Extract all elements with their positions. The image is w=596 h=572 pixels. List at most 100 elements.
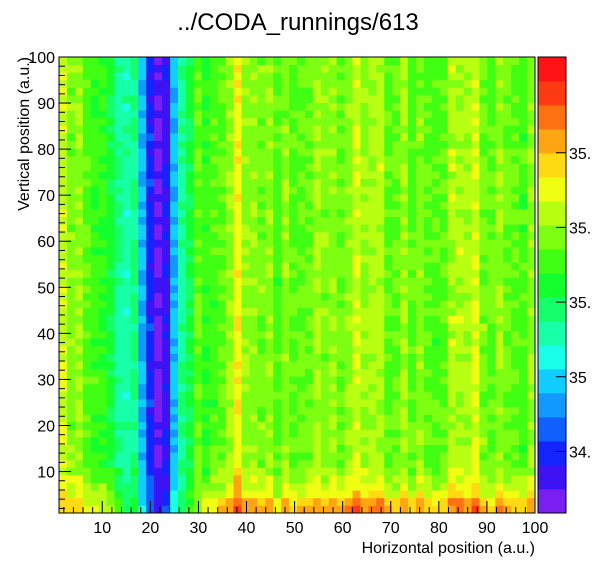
heatmap-cell (146, 72, 155, 81)
heatmap-cell (360, 72, 369, 81)
heatmap-cell (423, 459, 433, 468)
heatmap-cell (384, 353, 393, 362)
heatmap-cell (527, 269, 536, 278)
heatmap-cell (281, 490, 290, 499)
heatmap-cell (344, 437, 353, 445)
heatmap-cell (257, 102, 266, 111)
heatmap-cell (447, 452, 457, 461)
heatmap-cell (217, 399, 226, 407)
heatmap-cell (154, 201, 163, 210)
heatmap-cell (265, 383, 274, 392)
heatmap-cell (138, 247, 147, 255)
heatmap-cell (122, 490, 131, 499)
heatmap-cell (392, 72, 401, 81)
heatmap-cell (487, 117, 496, 126)
heatmap-cell (408, 444, 417, 453)
heatmap-cell (130, 72, 139, 81)
heatmap-cell (90, 216, 100, 225)
heatmap-cell (479, 323, 488, 331)
heatmap-cell (495, 285, 504, 293)
heatmap-cell (162, 406, 171, 415)
heatmap-cell (273, 414, 282, 423)
heatmap-cell (400, 201, 409, 210)
heatmap-cell (281, 201, 290, 210)
heatmap-cell (408, 277, 417, 286)
heatmap-cell (233, 171, 242, 179)
heatmap-cell (503, 414, 512, 423)
heatmap-cell (241, 269, 250, 278)
heatmap-cell (376, 262, 385, 271)
heatmap-cell (122, 475, 131, 483)
heatmap-cell (368, 391, 377, 400)
heatmap-cell (146, 95, 155, 103)
heatmap-cell (193, 254, 203, 263)
heatmap-cell (225, 505, 234, 514)
heatmap-cell (178, 353, 187, 362)
heatmap-cell (368, 277, 377, 286)
heatmap-cell (66, 452, 76, 461)
heatmap-cell (217, 292, 226, 301)
heatmap-cell (431, 133, 441, 141)
heatmap-cell (209, 140, 219, 149)
heatmap-cell (400, 323, 409, 331)
heatmap-cell (439, 361, 449, 369)
heatmap-cell (106, 140, 115, 149)
heatmap-cell (185, 72, 195, 81)
heatmap-cell (320, 140, 330, 149)
heatmap-cell (170, 163, 179, 172)
heatmap-cell (320, 292, 330, 301)
heatmap-cell (463, 437, 472, 445)
heatmap-cell (328, 102, 338, 111)
heatmap-cell (217, 376, 226, 385)
heatmap-cell (384, 444, 393, 453)
heatmap-cell (527, 376, 536, 385)
heatmap-cell (455, 95, 464, 103)
heatmap-cell (447, 368, 457, 377)
heatmap-cell (431, 231, 441, 240)
heatmap-cell (122, 361, 131, 369)
heatmap-cell (201, 57, 211, 65)
heatmap-cell (178, 368, 187, 377)
heatmap-cell (90, 300, 100, 309)
heatmap-cell (463, 262, 472, 271)
heatmap-cell (519, 148, 528, 157)
heatmap-cell (360, 193, 369, 202)
heatmap-cell (479, 269, 488, 278)
heatmap-cell (527, 178, 536, 187)
heatmap-cell (225, 178, 234, 187)
heatmap-cell (297, 201, 306, 210)
heatmap-cell (455, 277, 464, 286)
heatmap-cell (98, 475, 107, 483)
heatmap-cell (138, 269, 147, 278)
heatmap-cell (217, 254, 226, 263)
heatmap-cell (74, 300, 84, 309)
heatmap-cell (273, 125, 282, 134)
heatmap-cell (392, 209, 401, 217)
heatmap-cell (170, 307, 179, 316)
heatmap-cell (130, 163, 139, 172)
heatmap-cell (463, 459, 472, 468)
heatmap-cell (312, 254, 322, 263)
heatmap-cell (392, 361, 401, 369)
heatmap-cell (392, 475, 401, 483)
heatmap-cell (352, 482, 361, 491)
heatmap-cell (225, 437, 234, 445)
heatmap-cell (74, 110, 84, 119)
heatmap-cell (336, 429, 345, 438)
heatmap-cell (416, 338, 425, 347)
heatmap-cell (193, 277, 203, 286)
heatmap-cell (527, 201, 536, 210)
heatmap-cell (527, 163, 536, 172)
heatmap-cell (455, 163, 464, 172)
heatmap-cell (74, 231, 84, 240)
heatmap-cell (416, 247, 425, 255)
heatmap-cell (146, 262, 155, 271)
heatmap-cell (376, 186, 385, 195)
heatmap-cell (193, 209, 203, 217)
heatmap-cell (352, 429, 361, 438)
heatmap-cell (431, 353, 441, 362)
heatmap-cell (225, 368, 234, 377)
heatmap-cell (336, 338, 345, 347)
heatmap-cell (74, 262, 84, 271)
heatmap-cell (447, 475, 457, 483)
